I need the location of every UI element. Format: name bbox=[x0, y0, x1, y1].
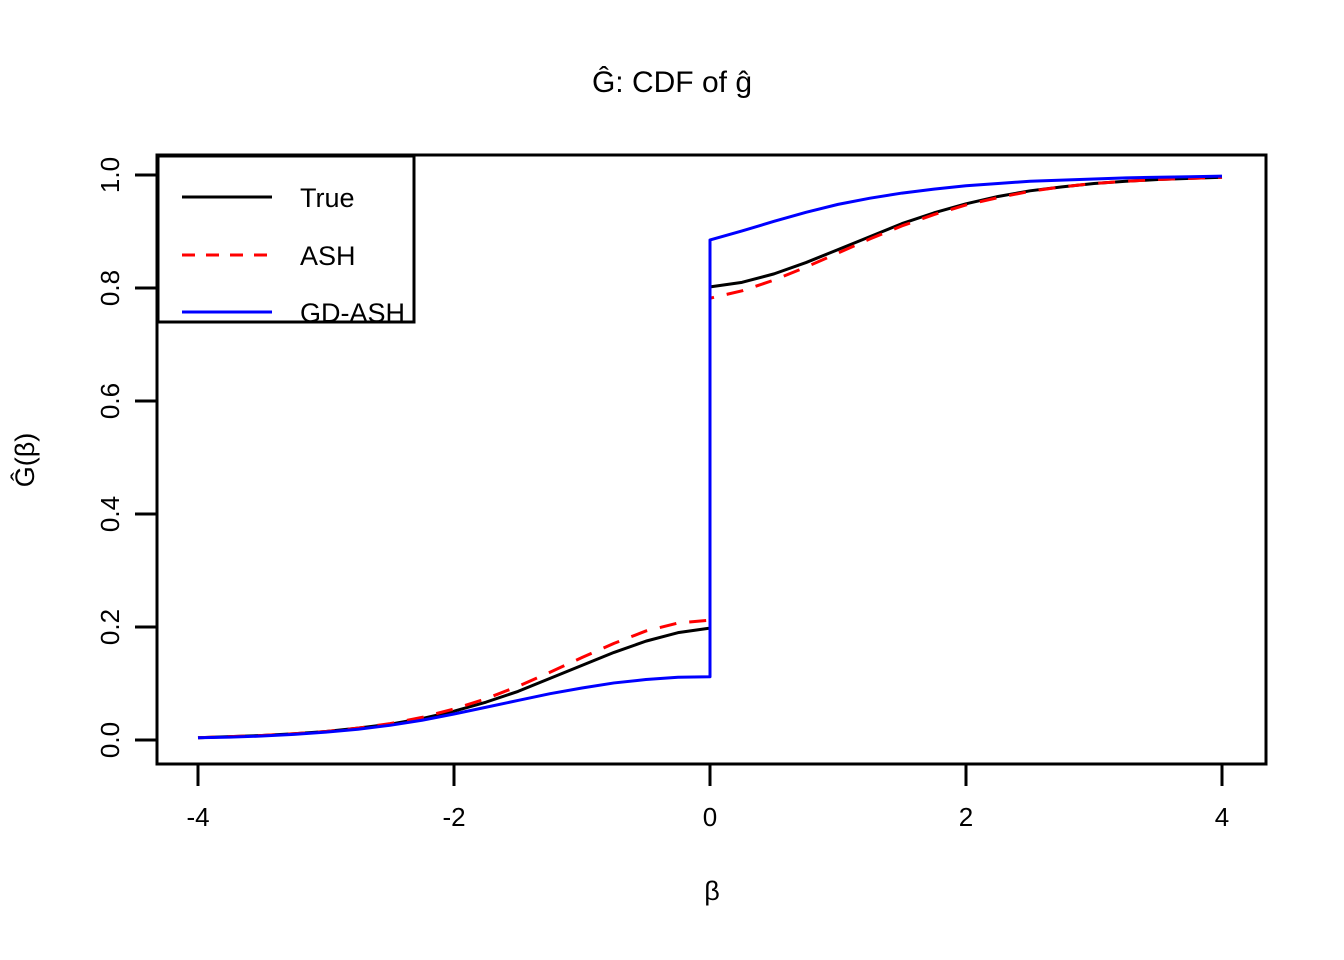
x-tick-label: -4 bbox=[186, 802, 209, 832]
y-tick-label: 1.0 bbox=[95, 157, 125, 193]
legend-label-gd-ash: GD-ASH bbox=[300, 298, 405, 328]
y-tick-label: 0.8 bbox=[95, 270, 125, 306]
x-axis-ticks: -4 -2 0 2 4 bbox=[186, 764, 1229, 832]
data-curves bbox=[197, 174, 1223, 740]
x-tick-label: 4 bbox=[1215, 802, 1229, 832]
y-tick-label: 0.6 bbox=[95, 383, 125, 419]
legend-background bbox=[156, 154, 416, 324]
legend-label-true: True bbox=[300, 183, 355, 213]
y-tick-label: 0.4 bbox=[95, 496, 125, 532]
curve-gd-ash bbox=[197, 174, 1223, 740]
legend: True ASH GD-ASH bbox=[156, 154, 416, 328]
x-tick-label: 2 bbox=[959, 802, 973, 832]
legend-entries: True ASH GD-ASH bbox=[182, 183, 405, 328]
x-tick-label: 0 bbox=[703, 802, 717, 832]
y-tick-label: 0.0 bbox=[95, 722, 125, 758]
legend-label-ash: ASH bbox=[300, 241, 356, 271]
y-axis-label: Ĝ(β) bbox=[9, 433, 40, 488]
y-tick-label: 0.2 bbox=[95, 609, 125, 645]
page-title: Ĝ: CDF of ĝ bbox=[592, 65, 752, 99]
x-axis-label: β bbox=[704, 876, 720, 906]
y-axis-ticks: 0.0 0.2 0.4 0.6 0.8 1.0 bbox=[95, 157, 157, 758]
x-tick-label: -2 bbox=[442, 802, 465, 832]
